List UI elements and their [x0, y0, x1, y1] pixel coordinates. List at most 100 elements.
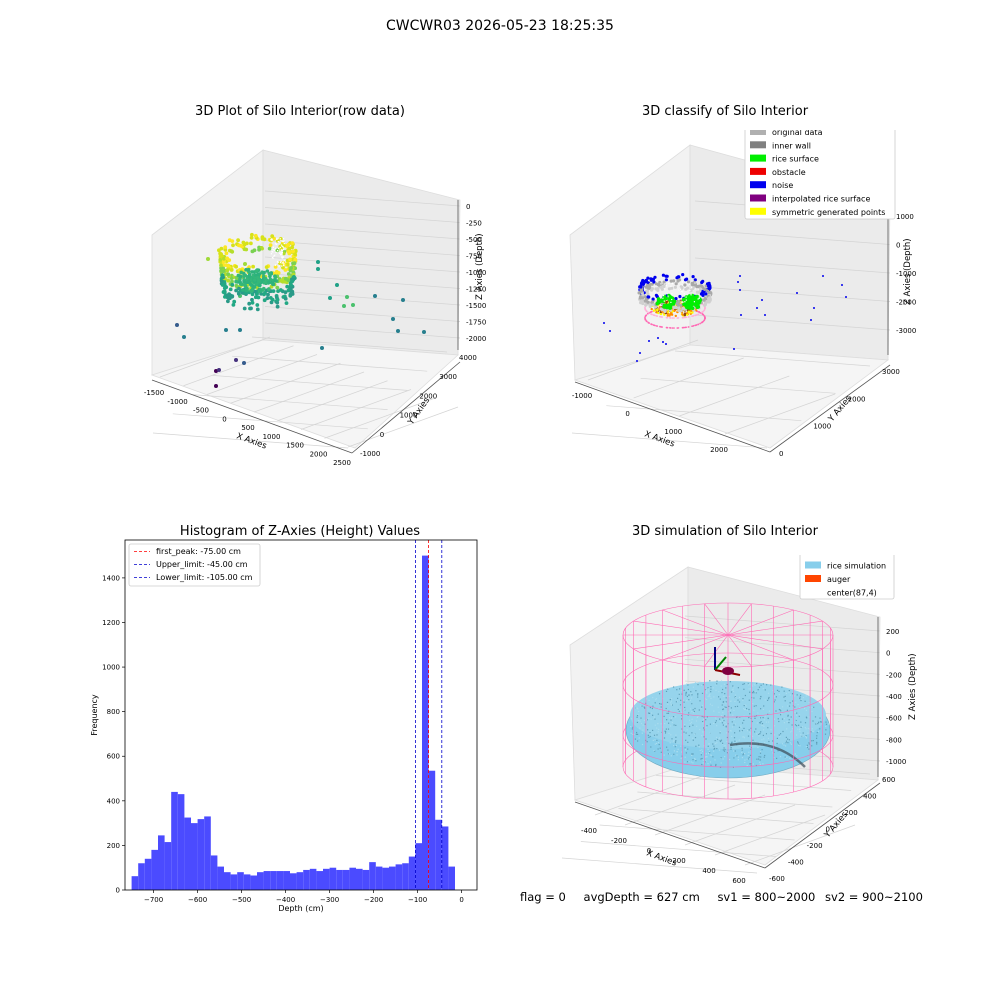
rice-mesh-point — [654, 724, 656, 726]
rice-mesh-point — [701, 706, 703, 708]
z-tick-label: 1000 — [896, 213, 914, 221]
rice-mesh-point — [758, 733, 760, 735]
rice-mesh-point — [728, 705, 730, 707]
rice-mesh-point — [746, 764, 748, 767]
rice-mesh-point — [744, 704, 746, 706]
interp-point — [650, 311, 652, 313]
rice-mesh-point — [722, 743, 724, 745]
rice-mesh-point — [679, 709, 681, 711]
rice-mesh-point — [715, 684, 717, 686]
rice-mesh-point — [648, 699, 650, 701]
rice-mesh-point — [656, 739, 658, 741]
y-tick-label: 0 — [779, 450, 783, 458]
ring-point — [282, 279, 287, 284]
rice-mesh-point — [785, 740, 788, 742]
noise-point — [756, 307, 758, 309]
rice-mesh-point — [685, 752, 687, 754]
rice-mesh-point — [797, 741, 799, 743]
rice-mesh-point — [701, 749, 703, 751]
rice-mesh-point — [632, 726, 634, 728]
rice-mesh-point — [685, 739, 687, 741]
rice-mesh-point — [748, 756, 750, 758]
rice-mesh-point — [715, 763, 717, 766]
rice-mesh-point — [766, 684, 768, 686]
rice-mesh-point — [674, 746, 676, 748]
rice-mesh-point — [746, 682, 748, 685]
rice-mesh-point — [684, 748, 687, 750]
ring-point — [251, 264, 255, 269]
rice-mesh-point — [796, 694, 798, 696]
rice-mesh-point — [693, 710, 695, 713]
rice-mesh-point — [748, 729, 750, 731]
rice-mesh-point — [767, 717, 769, 720]
rice-mesh-point — [743, 737, 745, 739]
rice-mesh-point — [708, 750, 710, 753]
wall-point — [669, 279, 673, 283]
rice-mesh-point — [701, 757, 703, 760]
ring-point — [270, 234, 275, 239]
data-point — [214, 384, 218, 388]
rice-mesh-point — [770, 732, 772, 735]
rice-mesh-point — [722, 742, 724, 744]
interp-point — [651, 323, 653, 326]
rice-mesh-point — [655, 698, 657, 700]
rice-mesh-point — [723, 695, 725, 697]
rice-mesh-point — [710, 691, 712, 693]
rice-point — [661, 299, 666, 303]
rice-mesh-point — [758, 756, 760, 758]
rice-mesh-point — [770, 749, 773, 751]
rice-mesh-point — [785, 745, 787, 747]
ring-point — [283, 268, 288, 272]
ring-point — [289, 282, 293, 287]
data-point — [328, 296, 332, 300]
obstacle-point — [673, 309, 676, 313]
rice-mesh-point — [639, 720, 641, 722]
noise-point — [810, 319, 812, 321]
original-point — [670, 301, 672, 303]
silo-top-spoke — [727, 620, 823, 636]
legend-label: original data — [772, 130, 823, 137]
interior-point — [262, 270, 266, 275]
rice-mesh-point — [716, 742, 718, 744]
rice-mesh-point — [729, 700, 731, 702]
rice-mesh-point — [796, 755, 798, 757]
wall-point — [683, 283, 687, 287]
rice-mesh-point — [649, 707, 651, 709]
wall-point — [693, 278, 697, 282]
y-tick-label: -1000 — [360, 450, 380, 458]
rice-mesh-point — [753, 683, 755, 685]
x-grid-line — [624, 784, 736, 826]
rice-mesh-point — [796, 725, 798, 727]
rice-mesh-point — [816, 735, 818, 737]
ring-point — [223, 245, 228, 249]
rice-mesh-point — [794, 753, 796, 755]
interp-point — [702, 313, 704, 316]
rice-mesh-point — [743, 719, 745, 721]
ring-point — [267, 246, 272, 251]
rice-mesh-point — [719, 766, 722, 768]
rice-mesh-point — [805, 716, 807, 718]
original-point — [691, 287, 693, 289]
y-tick-label: -200 — [807, 842, 823, 850]
rice-mesh-point — [731, 742, 733, 744]
obstacle-point — [666, 314, 669, 317]
rice-mesh-point — [770, 684, 772, 686]
rice-mesh-point — [725, 701, 727, 703]
gap-point — [279, 246, 281, 249]
wall-point — [707, 286, 711, 290]
rice-mesh-point — [738, 696, 741, 698]
rice-mesh-point — [781, 686, 783, 688]
rice-mesh-point — [709, 732, 711, 734]
rice-mesh-point — [800, 721, 802, 723]
rice-mesh-point — [697, 684, 699, 686]
rice-mesh-point — [727, 731, 729, 733]
rice-mesh-point — [659, 747, 661, 749]
rice-mesh-point — [698, 744, 700, 746]
y-grid-line — [580, 841, 776, 857]
rice-mesh-point — [720, 757, 722, 759]
rice-mesh-point — [636, 731, 638, 734]
rice-mesh-point — [677, 748, 679, 750]
wall-point — [677, 300, 681, 304]
rice-mesh-point — [690, 697, 693, 699]
status-line: flag = 0 avgDepth = 627 cm sv1 = 800~200… — [520, 890, 937, 904]
